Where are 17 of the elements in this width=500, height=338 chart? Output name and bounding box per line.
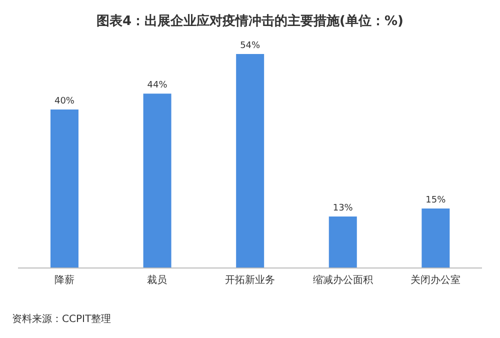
bar (143, 94, 172, 268)
data-label: 40% (54, 96, 75, 106)
x-tick-label: 裁员 (147, 274, 168, 286)
bar (236, 54, 264, 268)
data-label: 15% (426, 196, 446, 206)
x-tick-label: 开拓新业务 (225, 274, 275, 286)
data-label: 13% (332, 203, 354, 214)
bar (328, 216, 357, 268)
x-tick-label: 降薪 (54, 274, 74, 286)
x-tick-label: 缩减办公面积 (312, 274, 373, 286)
text: 资料来源：CCPIT整理 (12, 312, 112, 326)
x-tick-label: 关闭办公室 (410, 274, 461, 286)
data-label: 44% (147, 80, 168, 91)
chart-title: 图表4：出展企业应对疫情冲击的主要措施(单位：%) (96, 12, 404, 31)
bar (422, 208, 450, 268)
bar (50, 109, 78, 268)
data-label: 54% (240, 41, 261, 51)
